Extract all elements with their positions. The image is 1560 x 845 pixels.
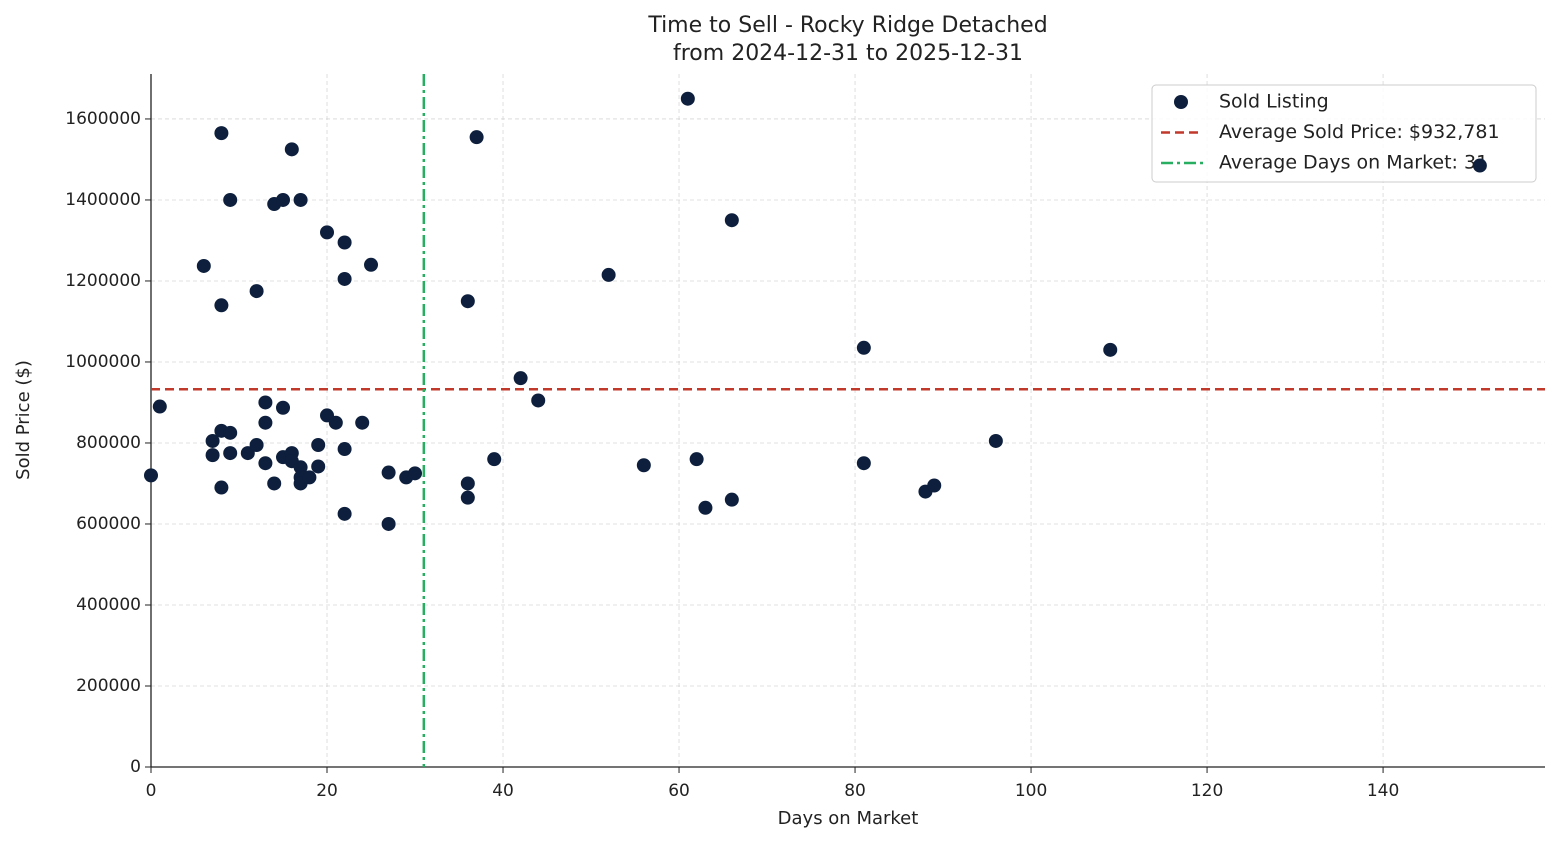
data-point: [328, 415, 343, 430]
data-point: [205, 433, 220, 448]
data-point: [258, 415, 273, 430]
data-point: [469, 130, 484, 145]
data-point: [293, 192, 308, 207]
chart-title: Time to Sell - Rocky Ridge Detached: [647, 13, 1047, 38]
x-tick-label: 120: [1191, 781, 1223, 801]
y-tick-label: 0: [130, 757, 141, 777]
data-point: [408, 466, 423, 481]
data-point: [724, 492, 739, 507]
data-point: [460, 490, 475, 505]
data-point: [240, 446, 255, 461]
legend-marker: [1174, 95, 1188, 109]
data-point: [927, 478, 942, 493]
y-axis-label: Sold Price ($): [13, 360, 34, 480]
legend-label: Average Sold Price: $932,781: [1219, 121, 1500, 143]
data-point: [276, 400, 291, 415]
data-point: [724, 213, 739, 228]
y-tick-label: 1200000: [65, 271, 141, 291]
data-point: [381, 516, 396, 531]
x-tick-label: 20: [316, 781, 338, 801]
data-point: [636, 458, 651, 473]
data-point: [1103, 342, 1118, 357]
x-tick-label: 80: [844, 781, 866, 801]
chart-subtitle: from 2024-12-31 to 2025-12-31: [673, 41, 1023, 66]
data-point: [258, 395, 273, 410]
data-point: [223, 425, 238, 440]
y-tick-label: 800000: [76, 433, 141, 453]
legend-label: Sold Listing: [1219, 91, 1329, 113]
x-tick-label: 40: [492, 781, 514, 801]
data-point: [214, 126, 229, 141]
data-point: [988, 433, 1003, 448]
data-point: [214, 480, 229, 495]
y-tick-label: 1000000: [65, 352, 141, 372]
data-point: [258, 456, 273, 471]
y-tick-label: 1400000: [65, 190, 141, 210]
legend-label: Average Days on Market: 31: [1219, 152, 1488, 174]
data-point: [689, 452, 704, 467]
data-point: [513, 371, 528, 386]
data-point: [680, 91, 695, 106]
data-point: [276, 192, 291, 207]
data-point: [337, 506, 352, 521]
data-point: [311, 438, 326, 453]
data-point: [214, 298, 229, 313]
data-point: [152, 399, 167, 414]
data-point: [337, 235, 352, 250]
y-tick-label: 1600000: [65, 109, 141, 129]
data-point: [223, 446, 238, 461]
data-point: [355, 415, 370, 430]
data-point: [311, 459, 326, 474]
data-point: [249, 438, 264, 453]
data-point: [381, 465, 396, 480]
data-point: [267, 476, 282, 491]
data-point: [856, 340, 871, 355]
data-point: [460, 476, 475, 491]
x-axis-label: Days on Market: [778, 808, 919, 829]
data-point: [364, 257, 379, 272]
data-point: [337, 442, 352, 457]
y-tick-label: 600000: [76, 514, 141, 534]
data-point: [531, 393, 546, 408]
x-tick-label: 60: [668, 781, 690, 801]
x-tick-label: 140: [1367, 781, 1399, 801]
data-point: [320, 225, 335, 240]
x-tick-label: 100: [1015, 781, 1047, 801]
data-point: [601, 267, 616, 282]
y-tick-label: 400000: [76, 595, 141, 615]
data-point: [487, 452, 502, 467]
data-point: [223, 192, 238, 207]
y-tick-label: 200000: [76, 676, 141, 696]
data-point: [337, 271, 352, 286]
legend-box: [1151, 84, 1537, 183]
data-point: [205, 448, 220, 463]
data-point: [284, 142, 299, 157]
data-point: [698, 500, 713, 515]
data-point: [249, 284, 264, 299]
data-point: [460, 294, 475, 309]
data-point: [144, 468, 158, 483]
data-point: [1472, 158, 1487, 173]
data-point: [856, 456, 871, 471]
data-point: [196, 258, 211, 273]
x-tick-label: 0: [146, 781, 157, 801]
data-point: [302, 470, 317, 485]
data-point: [293, 460, 308, 475]
